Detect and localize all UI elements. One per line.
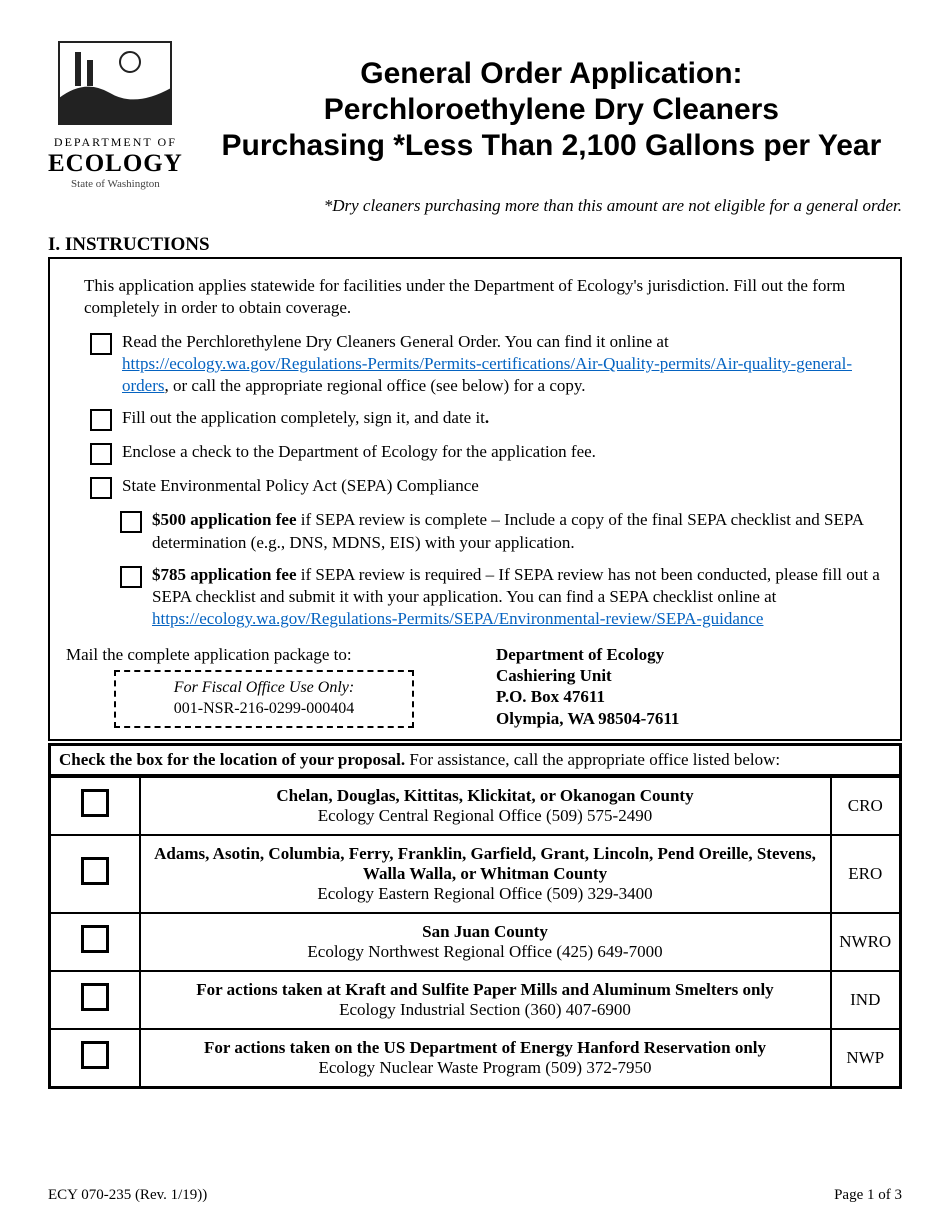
location-desc-cell: San Juan CountyEcology Northwest Regiona… (140, 913, 831, 971)
logo-dept-line: DEPARTMENT OF (48, 135, 183, 150)
step-fee-785-text: $785 application fee if SEPA review is r… (152, 564, 884, 630)
location-checkbox-cell (50, 971, 140, 1029)
fee-785-bold: $785 application fee (152, 565, 297, 584)
step-fee-500-text: $500 application fee if SEPA review is c… (152, 509, 884, 553)
fiscal-office-box: For Fiscal Office Use Only: 001-NSR-216-… (114, 670, 414, 728)
location-title: For actions taken on the US Department o… (147, 1038, 824, 1058)
checkbox-enclose[interactable] (90, 443, 112, 465)
location-checkbox-cell (50, 777, 140, 835)
location-row: For actions taken on the US Department o… (50, 1029, 901, 1088)
page-footer: ECY 070-235 (Rev. 1/19)) Page 1 of 3 (48, 1187, 902, 1204)
location-desc-cell: For actions taken on the US Department o… (140, 1029, 831, 1088)
location-heading-rest: For assistance, call the appropriate off… (405, 750, 780, 769)
location-row: San Juan CountyEcology Northwest Regiona… (50, 913, 901, 971)
step-fee-785: $785 application fee if SEPA review is r… (120, 564, 884, 630)
location-title: San Juan County (147, 922, 824, 942)
location-office: Ecology Eastern Regional Office (509) 32… (147, 884, 824, 904)
fiscal-title: For Fiscal Office Use Only: (126, 678, 402, 699)
location-checkbox[interactable] (81, 925, 109, 953)
fee-500-bold: $500 application fee (152, 510, 297, 529)
location-checkbox[interactable] (81, 983, 109, 1011)
location-title: For actions taken at Kraft and Sulfite P… (147, 980, 824, 1000)
checkbox-read[interactable] (90, 333, 112, 355)
location-row: Adams, Asotin, Columbia, Ferry, Franklin… (50, 835, 901, 913)
step-read-text: Read the Perchlorethylene Dry Cleaners G… (122, 331, 884, 397)
sepa-guidance-link[interactable]: https://ecology.wa.gov/Regulations-Permi… (152, 609, 763, 628)
checkbox-sepa[interactable] (90, 477, 112, 499)
location-title: Adams, Asotin, Columbia, Ferry, Franklin… (147, 844, 824, 884)
checkbox-fill[interactable] (90, 409, 112, 431)
footer-form-id: ECY 070-235 (Rev. 1/19)) (48, 1187, 207, 1204)
location-checkbox[interactable] (81, 857, 109, 885)
mailing-intro: Mail the complete application package to… (66, 644, 456, 666)
location-code: IND (831, 971, 901, 1029)
step-sepa-text: State Environmental Policy Act (SEPA) Co… (122, 475, 884, 497)
eligibility-note: *Dry cleaners purchasing more than this … (48, 196, 902, 216)
addr-line-2: Cashiering Unit (496, 665, 679, 686)
location-office: Ecology Northwest Regional Office (425) … (147, 942, 824, 962)
location-desc-cell: Chelan, Douglas, Kittitas, Klickitat, or… (140, 777, 831, 835)
step-enclose: Enclose a check to the Department of Eco… (90, 441, 884, 465)
location-code: ERO (831, 835, 901, 913)
step-fee-500: $500 application fee if SEPA review is c… (120, 509, 884, 553)
intro-paragraph: This application applies statewide for f… (66, 275, 884, 319)
location-heading: Check the box for the location of your p… (48, 743, 902, 776)
header: DEPARTMENT OF ECOLOGY State of Washingto… (48, 38, 902, 190)
location-code: NWP (831, 1029, 901, 1088)
agency-logo-block: DEPARTMENT OF ECOLOGY State of Washingto… (48, 38, 183, 190)
location-office: Ecology Nuclear Waste Program (509) 372-… (147, 1058, 824, 1078)
step-read: Read the Perchlorethylene Dry Cleaners G… (90, 331, 884, 397)
step-enclose-text: Enclose a check to the Department of Eco… (122, 441, 884, 463)
title-line-3: Purchasing *Less Than 2,100 Gallons per … (201, 128, 902, 164)
step-read-pre: Read the Perchlorethylene Dry Cleaners G… (122, 332, 669, 351)
step-read-post: , or call the appropriate regional offic… (164, 376, 585, 395)
location-checkbox-cell (50, 835, 140, 913)
step-fill-text: Fill out the application completely, sig… (122, 407, 884, 429)
location-office: Ecology Industrial Section (360) 407-690… (147, 1000, 824, 1020)
location-table: Chelan, Douglas, Kittitas, Klickitat, or… (48, 776, 902, 1089)
location-office: Ecology Central Regional Office (509) 57… (147, 806, 824, 826)
logo-ecology-line: ECOLOGY (48, 150, 183, 178)
location-code: NWRO (831, 913, 901, 971)
addr-line-1: Department of Ecology (496, 644, 679, 665)
logo-state-line: State of Washington (48, 178, 183, 190)
title-block: General Order Application: Perchloroethy… (201, 38, 902, 164)
step-sepa: State Environmental Policy Act (SEPA) Co… (90, 475, 884, 499)
checkbox-fee-500[interactable] (120, 511, 142, 533)
step-fill: Fill out the application completely, sig… (90, 407, 884, 431)
location-checkbox-cell (50, 1029, 140, 1088)
location-row: Chelan, Douglas, Kittitas, Klickitat, or… (50, 777, 901, 835)
checkbox-fee-785[interactable] (120, 566, 142, 588)
section-heading-instructions: I. INSTRUCTIONS (48, 234, 902, 259)
location-desc-cell: For actions taken at Kraft and Sulfite P… (140, 971, 831, 1029)
ecology-logo-icon (55, 38, 175, 128)
mailing-address: Department of Ecology Cashiering Unit P.… (496, 644, 679, 729)
fiscal-code: 001-NSR-216-0299-000404 (126, 699, 402, 720)
title-line-2: Perchloroethylene Dry Cleaners (201, 92, 902, 128)
footer-page-number: Page 1 of 3 (834, 1187, 902, 1204)
addr-line-4: Olympia, WA 98504-7611 (496, 708, 679, 729)
location-heading-bold: Check the box for the location of your p… (59, 750, 405, 769)
mailing-left: Mail the complete application package to… (66, 644, 456, 728)
addr-line-3: P.O. Box 47611 (496, 686, 679, 707)
location-checkbox-cell (50, 913, 140, 971)
location-title: Chelan, Douglas, Kittitas, Klickitat, or… (147, 786, 824, 806)
location-code: CRO (831, 777, 901, 835)
location-desc-cell: Adams, Asotin, Columbia, Ferry, Franklin… (140, 835, 831, 913)
location-checkbox[interactable] (81, 1041, 109, 1069)
location-checkbox[interactable] (81, 789, 109, 817)
location-row: For actions taken at Kraft and Sulfite P… (50, 971, 901, 1029)
title-line-1: General Order Application: (201, 56, 902, 92)
instructions-box: This application applies statewide for f… (48, 259, 902, 741)
mailing-row: Mail the complete application package to… (66, 644, 884, 729)
